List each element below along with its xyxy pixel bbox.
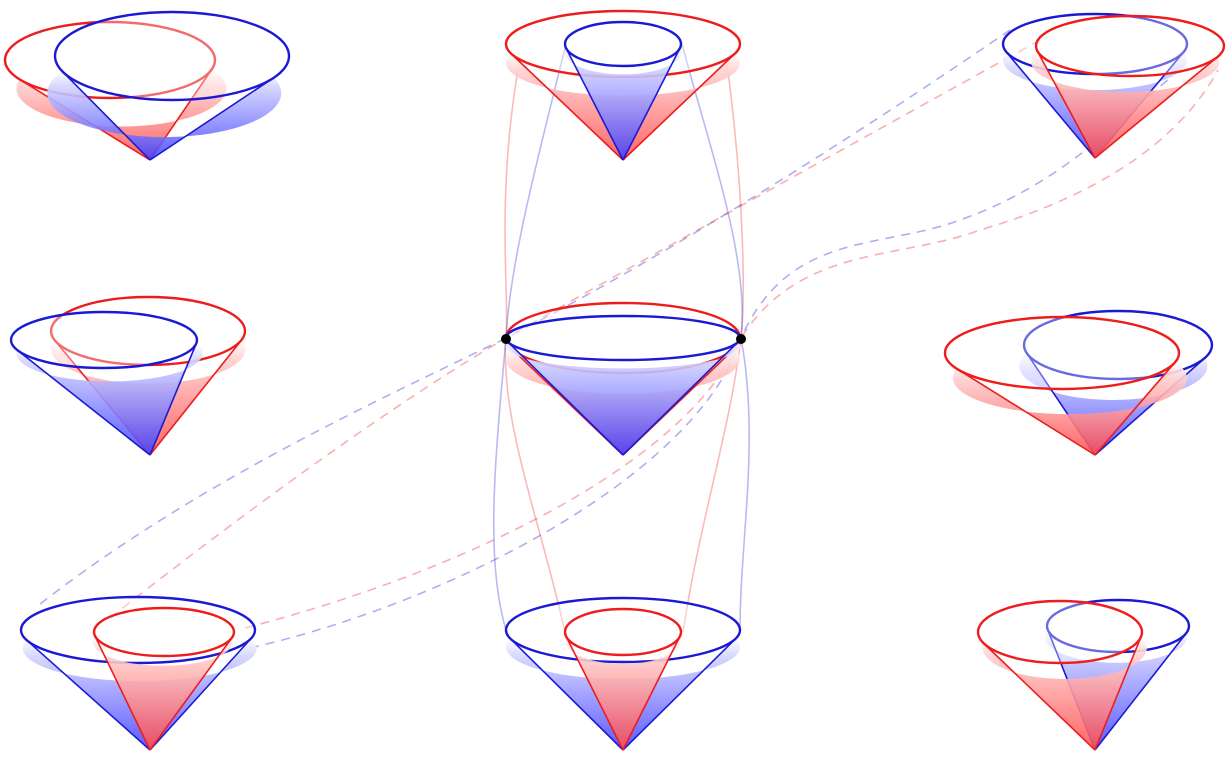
cell-r2-c3-red-cone-rim [943,315,1181,391]
cell-r3-c2-blue-cone-edge-right [622,637,737,751]
cell-r1-c3-red-cone-body [1031,51,1220,159]
cell-r2-c1-blue-cone-body [16,343,203,455]
cell-r2-c2-blue-cone-edge-left [507,341,624,456]
cell-r1-c3-red-cone-edge-right [1094,56,1219,159]
cell-r2-c1-blue-cone-edge-right [149,343,198,456]
cell-r1-c1-red-cone-rim [3,20,217,100]
cell-r1-c2-blue-cone-top-face [565,22,681,66]
cell-r2-c3-blue-cone-top-face [1024,311,1212,379]
cell-r3-c1 [19,595,257,751]
cell-r2-c3-red-cone-edge-right [1094,361,1176,456]
cell-r2-c1-blue-cone-rim [9,310,199,370]
cell-r2-c2-red-cone-top-face [506,303,740,373]
dashed-red-b-curve [244,69,1219,629]
marked-point-right [736,334,746,344]
cell-r2-c3-red-cone [943,315,1187,456]
cell-r3-c2 [504,596,742,751]
cell-r3-c1-blue-cone-top-face [21,597,255,663]
cell-r2-c2-blue-cone-body [506,342,740,455]
cell-r2-c3-red-cone-edge-left [956,368,1096,456]
cell-r3-c3-blue-cone-rim [1045,598,1191,654]
cell-r3-c3-blue-cone-edge-right [1094,632,1187,751]
marked-points [501,334,746,344]
cell-r2-c1 [9,295,247,456]
cell-r1-c1-blue-cone-edge-left [61,70,151,161]
marked-point-left [501,334,511,344]
cell-r3-c2-blue-cone-top-face [506,598,740,662]
cell-r3-c3-red-cone-top-face [978,601,1142,663]
cell-r2-c3-blue-cone [1019,309,1214,456]
cell-r1-c2-blue-cone-body [565,48,681,160]
cell-r1-c3-red-cone [1031,14,1226,159]
cell-r3-c3-red-cone-rim [976,599,1144,665]
cell-r3-c1-red-cone [92,606,236,751]
cell-r1-c3 [1001,12,1226,159]
cell-r2-c3-blue-cone-rim [1022,309,1214,381]
dashed-blue-b-curve [249,77,1171,649]
cell-r2-c3-red-cone-top-face [945,317,1179,389]
cell-r1-c1 [3,10,291,161]
cone-grid [3,9,1226,751]
cell-r2-c2-blue-cone-edge-right [622,341,739,456]
cell-r3-c2-red-cone-body [564,636,681,750]
cell-r3-c1-blue-cone-rim [19,595,257,665]
cell-r2-c1-blue-cone-edge-left [16,349,151,456]
cell-r1-c3-blue-cone-edge-left [1005,51,1096,159]
cell-r3-c1-red-cone-rim [92,606,236,658]
cell-r3-c1-red-cone-edge-right [149,637,233,751]
cell-r3-c3-red-cone [976,599,1147,751]
cell-r1-c3-blue-cone-top-face [1003,14,1187,74]
cell-r1-c2-red-cone-top-face [506,11,740,77]
cell-r2-c3-blue-cone-body [1019,352,1208,455]
cell-r2-c3-blue-cone-edge-right [1094,357,1206,456]
cell-r2-c2 [504,301,742,456]
cell-r1-c2-blue-cone [563,20,683,161]
cell-r2-c1-red-cone-edge-right [149,339,243,456]
cell-r3-c3-blue-cone-top-face [1047,600,1189,652]
cell-r3-c3-red-cone-edge-right [1094,636,1142,751]
cell-r1-c2-red-cone-edge-right [622,52,736,161]
cell-r1-c2-blue-cone-rim [563,20,683,68]
dashed-blue-a-curve [39,29,1011,605]
cell-r2-c2-blue-cone [504,314,742,456]
cell-r3-c2-red-cone [563,607,683,751]
cell-r3-c2-red-cone-rim [563,607,683,657]
cell-r3-c1-blue-cone-edge-right [149,637,252,751]
cell-r2-c3 [943,309,1214,456]
cell-r3-c2-red-cone-edge-right [622,636,681,751]
cell-r3-c3-red-cone-edge-left [983,642,1096,751]
cell-r3-c1-red-cone-edge-left [94,635,151,751]
cell-r2-c1-blue-cone [9,310,203,456]
cell-r2-c2-blue-cone-top-face [506,316,740,360]
cell-r3-c1-blue-cone-edge-left [25,639,151,751]
cell-r1-c1-blue-cone-rim [53,10,291,102]
cell-r3-c2-red-cone-edge-left [565,636,624,751]
cell-r1-c1-blue-cone-edge-right [149,77,275,161]
cell-r3-c1-red-cone-body [92,635,233,750]
cell-r1-c3-red-cone-rim [1034,14,1226,78]
cell-r1-c2-red-cone-edge-left [510,52,624,161]
cell-r3-c2-blue-cone-rim [504,596,742,664]
cell-r1-c3-red-cone-edge-left [1036,50,1096,159]
cell-r1-c1-blue-cone-top-face [55,12,289,100]
cell-r3-c1-red-cone-top-face [94,608,234,656]
cell-r1-c2-blue-cone-edge-left [565,47,624,161]
cell-r1-c3-red-cone-top-face [1036,16,1224,76]
cell-r3-c2-red-cone-top-face [565,609,681,655]
cell-r3-c2-blue-cone-edge-left [509,637,624,751]
cell-r1-c1-blue-cone [47,10,291,161]
cell-r1-c2 [504,9,742,161]
cell-r3-c3 [976,598,1191,751]
cell-r2-c1-blue-cone-top-face [11,312,197,368]
cell-r1-c2-blue-cone-edge-right [622,47,681,161]
cell-r2-c3-red-cone-body [952,362,1187,455]
